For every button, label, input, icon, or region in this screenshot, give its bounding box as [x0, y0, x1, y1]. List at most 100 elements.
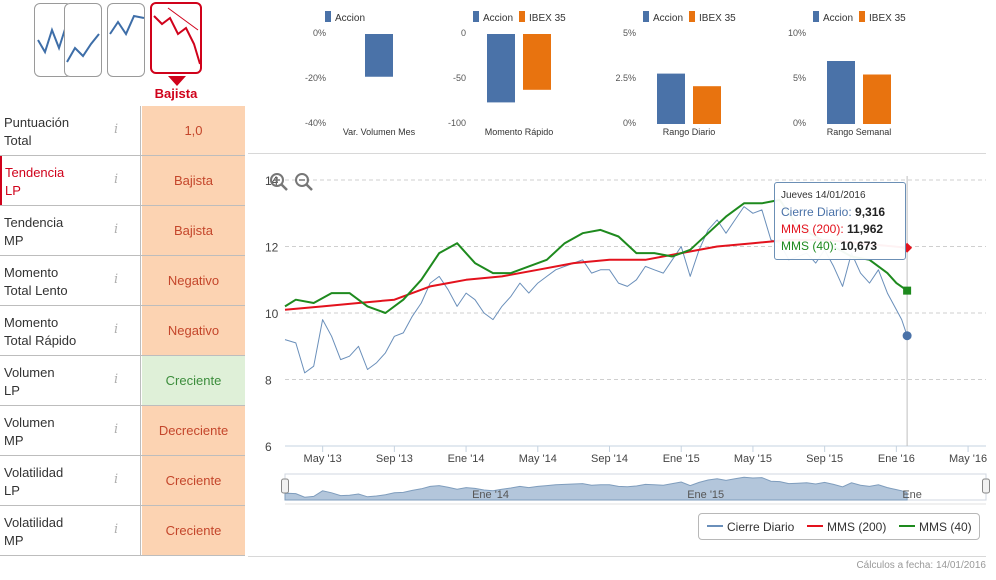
legend-swatch: [859, 11, 866, 22]
indicator-row: Tendencia LP i Bajista: [0, 156, 245, 206]
legend-text: IBEX 35: [869, 13, 906, 24]
x-tick-label: Ene '15: [663, 453, 700, 465]
y-tick-label: 10: [265, 307, 279, 321]
navigator-handle-right[interactable]: [982, 478, 990, 494]
mini-tick-label: 5%: [622, 28, 636, 38]
tooltip-mms40-value: 10,673: [840, 239, 878, 253]
bar-ibex-35[interactable]: [693, 86, 721, 124]
mini-chart-title: Rango Semanal: [826, 127, 892, 137]
mini-tick-label: 10%: [787, 28, 806, 38]
footer-divider: [248, 556, 986, 557]
mini-chart-3: Accion IBEX 35 10% 5% 0% Rango Semanal: [770, 0, 920, 150]
mini-chart-title: Momento Rápido: [484, 127, 554, 137]
info-icon[interactable]: i: [114, 522, 119, 537]
bar-ibex-35[interactable]: [523, 34, 551, 90]
indicator-value: Negativo: [142, 256, 245, 305]
zoom-in-icon: [270, 173, 288, 191]
info-icon[interactable]: i: [114, 322, 119, 337]
indicator-name-line1: Volatilidad: [4, 465, 64, 480]
indicator-row: Volatilidad MP i Creciente: [0, 506, 245, 556]
indicator-name-line2: Total Lento: [4, 283, 68, 298]
mini-chart-svg: [827, 61, 891, 125]
zoom-in-button[interactable]: [269, 172, 289, 192]
navigator-label: Ene '15: [687, 489, 724, 501]
x-tick-label: May '14: [519, 453, 557, 465]
info-icon[interactable]: i: [114, 222, 119, 237]
indicator-value: Bajista: [142, 156, 245, 205]
tooltip-cierre-label: Cierre Diario: [781, 205, 849, 219]
indicator-row: Momento Total Rápido i Negativo: [0, 306, 245, 356]
chart-tooltip: Jueves 14/01/2016 Cierre Diario: 9,316 M…: [774, 182, 906, 260]
zoom-out-icon: [295, 173, 313, 191]
info-icon[interactable]: i: [114, 272, 119, 287]
mini-legend-item[interactable]: Accion: [325, 11, 365, 24]
indicator-name-line2: Total Rápido: [4, 333, 77, 348]
mini-legend-item[interactable]: Accion: [473, 11, 513, 24]
info-icon[interactable]: i: [114, 172, 119, 187]
mini-legend-item[interactable]: Accion: [813, 11, 853, 24]
tooltip-cierre-value: 9,316: [855, 205, 886, 219]
indicator-name-line1: Volumen: [4, 415, 55, 430]
legend-swatch: [813, 11, 819, 22]
legend-swatch: [473, 11, 479, 22]
navigator-handle-left[interactable]: [281, 478, 289, 494]
legend-label-mms40: MMS (40): [919, 520, 972, 534]
mini-legend-item[interactable]: IBEX 35: [689, 11, 736, 24]
y-tick-label: 12: [265, 241, 279, 255]
mini-chart-svg: [365, 34, 393, 77]
indicator-name-line2: LP: [5, 183, 21, 198]
indicator-name: Momento Total Rápido: [0, 306, 141, 355]
indicator-name-line2: LP: [4, 483, 20, 498]
mini-tick-label: -20%: [304, 73, 326, 83]
mini-chart-2: Accion IBEX 35 5% 2.5% 0% Rango Diario: [600, 0, 750, 150]
mini-tick-label: -100: [447, 118, 466, 128]
indicator-value: Creciente: [142, 356, 245, 405]
x-tick-label: May '13: [304, 453, 342, 465]
bar-accion[interactable]: [657, 73, 685, 124]
x-tick-label: May '15: [734, 453, 772, 465]
tooltip-mms40: MMS (40): 10,673: [781, 239, 878, 253]
bar-accion[interactable]: [487, 34, 515, 103]
trend-option-bajista[interactable]: [150, 2, 202, 74]
x-tick-label: Sep '14: [591, 453, 628, 465]
bar-accion[interactable]: [827, 61, 855, 124]
tooltip-mms200: MMS (200): 11,962: [781, 222, 884, 236]
mini-chart-title: Rango Diario: [662, 127, 716, 137]
indicator-name: Volatilidad LP: [0, 456, 141, 505]
indicator-row: Tendencia MP i Bajista: [0, 206, 245, 256]
mini-legend-item[interactable]: Accion: [643, 11, 683, 24]
mini-legend-item[interactable]: IBEX 35: [859, 11, 906, 24]
legend-swatch: [325, 11, 331, 22]
marker-cierre: [902, 331, 912, 341]
indicator-name-line2: Total: [4, 133, 32, 148]
legend-item-mms200[interactable]: MMS (200): [807, 520, 886, 534]
indicator-name-line2: MP: [4, 433, 24, 448]
mini-tick-label: 0%: [622, 118, 636, 128]
bar-ibex-35[interactable]: [863, 74, 891, 125]
indicator-name: Puntuación Total: [0, 106, 141, 155]
trend-pointer-icon: [168, 76, 186, 86]
legend-label-cierre: Cierre Diario: [727, 520, 795, 534]
info-icon[interactable]: i: [114, 472, 119, 487]
bar-accion[interactable]: [365, 34, 393, 77]
trend-option-alcista-2[interactable]: [107, 3, 145, 77]
indicator-row: Volatilidad LP i Creciente: [0, 456, 245, 506]
indicator-value: Negativo: [142, 306, 245, 355]
legend-text: IBEX 35: [699, 13, 736, 24]
mini-tick-label: -40%: [304, 118, 326, 128]
legend-item-cierre[interactable]: Cierre Diario: [707, 520, 794, 534]
legend-swatch: [643, 11, 649, 22]
info-icon[interactable]: i: [114, 122, 119, 137]
info-icon[interactable]: i: [114, 372, 119, 387]
x-tick-label: Sep '15: [806, 453, 843, 465]
trend-option-lateral[interactable]: [64, 3, 102, 77]
info-icon[interactable]: i: [114, 422, 119, 437]
zoom-out-button[interactable]: [294, 172, 314, 192]
indicator-value: Decreciente: [142, 406, 245, 455]
indicator-row: Volumen LP i Creciente: [0, 356, 245, 406]
indicator-name-line1: Momento: [4, 315, 59, 330]
mini-legend-item[interactable]: IBEX 35: [519, 11, 566, 24]
indicator-name-line2: LP: [4, 383, 20, 398]
legend-item-mms40[interactable]: MMS (40): [899, 520, 972, 534]
mini-legend: Accion IBEX 35: [643, 11, 742, 24]
